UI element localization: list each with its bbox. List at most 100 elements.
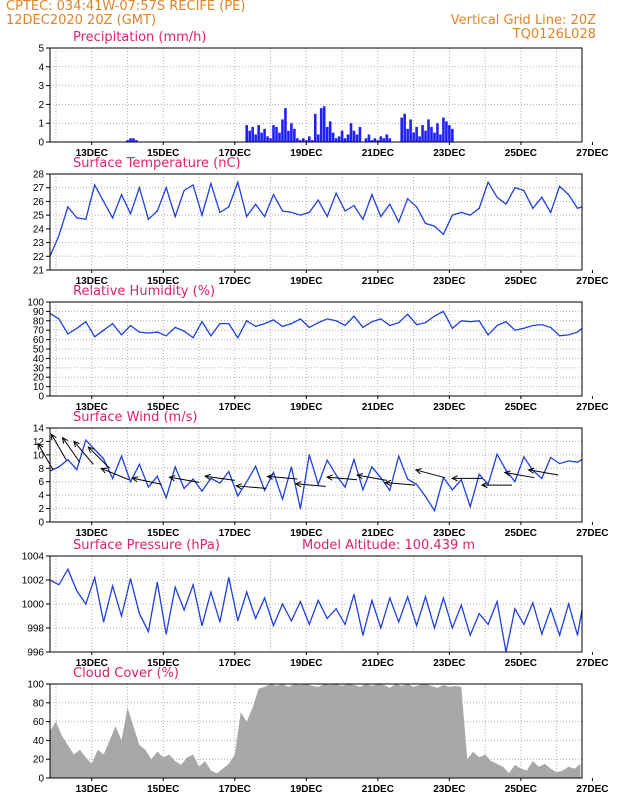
precip-bar (263, 128, 266, 142)
series-point (344, 623, 346, 626)
x-tick-label: 17DEC (219, 784, 251, 795)
x-tick-label: 13DEC (76, 402, 108, 413)
y-tick-label: 21 (33, 266, 45, 277)
series-point (201, 625, 203, 627)
x-tick-label: 19DEC (290, 402, 322, 413)
series-point (219, 621, 221, 623)
series-point (407, 198, 409, 200)
panel-title: Relative Humidity (%) (73, 284, 215, 299)
series-point (147, 631, 149, 633)
precip-bar (132, 138, 135, 142)
series-point (541, 477, 543, 479)
precip-bar (307, 136, 311, 142)
x-tick-label: 27DEC (576, 784, 608, 795)
series-point (478, 207, 480, 209)
y-tick-label: 80 (33, 698, 45, 709)
series-point (147, 218, 149, 220)
wind-arrow (267, 475, 298, 480)
x-tick-label: 15DEC (147, 148, 179, 159)
series-point (156, 210, 158, 212)
series-point (433, 627, 436, 629)
wind-arrow (88, 446, 110, 469)
y-tick-label: 40 (33, 354, 45, 365)
series-point (272, 625, 275, 627)
panel-annotation: Model Altitude: 100.439 m (302, 538, 475, 553)
series-point (85, 603, 87, 605)
wind-arrow (100, 467, 130, 481)
series-point (308, 454, 310, 456)
series-point (576, 634, 579, 636)
wind-arrow-head (235, 483, 242, 490)
series-point (496, 453, 498, 455)
x-tick-label: 15DEC (147, 528, 179, 539)
series-point (317, 599, 319, 602)
precip-bar (352, 130, 356, 142)
panel-4: Surface Wind (m/s) 0 2 4 6 8 10 12 14 13DEC 15DEC 1… (33, 410, 609, 539)
precip-bar (340, 130, 344, 142)
series-point (58, 318, 60, 320)
x-tick-label: 23DEC (433, 658, 465, 669)
series-point (415, 483, 418, 485)
series-point (550, 608, 552, 610)
series-point (263, 323, 266, 325)
series-point (433, 315, 436, 317)
series-point (138, 187, 141, 189)
series-point (290, 620, 293, 622)
series-point (85, 218, 87, 220)
series-point (138, 331, 141, 333)
series-point (308, 623, 310, 626)
panel-3: Relative Humidity (%) 0102030405060708090… (27, 284, 608, 413)
y-tick-label: 80 (33, 316, 45, 327)
series-point (85, 321, 87, 323)
series-point (335, 608, 337, 610)
series-point (58, 584, 60, 586)
x-tick-label: 19DEC (290, 784, 322, 795)
precip-bar (260, 132, 263, 142)
precip-bar (310, 140, 314, 142)
series-point (228, 206, 230, 208)
series-point (559, 634, 561, 636)
y-tick-label: 14 (33, 424, 45, 435)
precip-bar (400, 117, 403, 142)
series-point (246, 591, 248, 593)
panel-1: Precipitation (mm/h) 0 1 2 3 4 5 13DEC 15DEC 17DE… (38, 30, 608, 159)
y-tick-label: 50 (33, 345, 45, 356)
y-tick-label: 998 (27, 624, 44, 635)
series-point (192, 184, 194, 186)
series-point (532, 602, 534, 604)
series-point (398, 221, 400, 223)
series-point (183, 330, 185, 332)
series-point (550, 326, 552, 328)
wind-arrow-head (87, 446, 95, 453)
series-point (174, 215, 176, 218)
panel-frame (49, 301, 583, 397)
series-point (103, 458, 105, 460)
precip-bar (313, 113, 317, 142)
wind-arrow (415, 469, 446, 479)
y-tick-label: 3 (38, 81, 44, 92)
series-point (317, 199, 319, 201)
series-point (371, 466, 373, 468)
series-point (281, 498, 284, 500)
series-point (210, 591, 212, 593)
series-point (103, 200, 105, 203)
precip-bar (451, 128, 454, 142)
series-point (496, 324, 498, 327)
series-point (76, 469, 78, 471)
series-point (362, 634, 364, 636)
series-line (49, 310, 583, 339)
series-point (496, 601, 498, 603)
x-tick-label: 25DEC (505, 784, 537, 795)
precip-bar (418, 136, 421, 142)
series-point (407, 478, 409, 480)
station-info: CPTEC: 034:41W-07:57S RECIFE (PE) (6, 0, 246, 14)
series-point (344, 210, 346, 212)
series-point (281, 603, 284, 605)
precip-bar (284, 108, 287, 142)
y-tick-label: 22 (33, 252, 45, 263)
series-point (541, 323, 543, 326)
series-point (255, 325, 257, 328)
series-point (210, 183, 212, 185)
series-point (201, 490, 203, 492)
precip-bar (337, 136, 341, 142)
